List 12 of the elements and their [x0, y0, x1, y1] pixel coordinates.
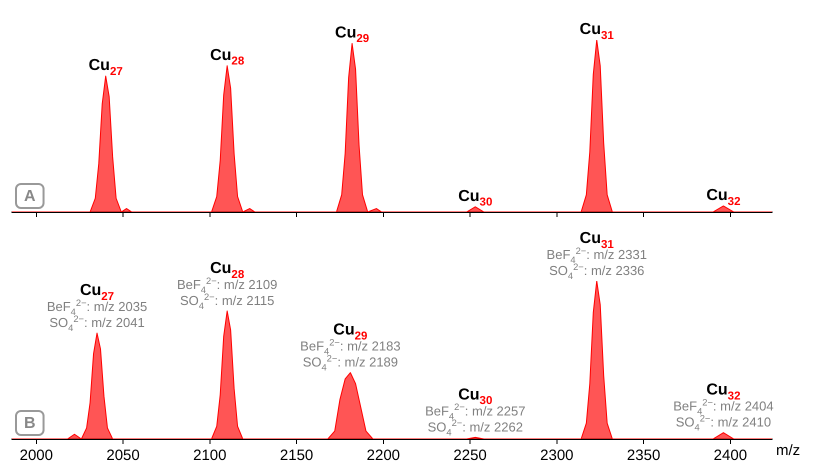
x-tick-label: 2200 — [366, 447, 400, 464]
x-tick-label: 2350 — [626, 447, 660, 464]
x-tick-label: 2100 — [193, 447, 226, 464]
x-tick-label: 2250 — [453, 447, 487, 464]
x-axis-title: m/z — [776, 442, 800, 460]
x-tick-label: 2000 — [20, 447, 53, 464]
x-tick-label: 2400 — [714, 447, 748, 464]
x-tick-label: 2050 — [106, 447, 140, 464]
x-tick-label: 2150 — [280, 447, 314, 464]
text: B — [24, 414, 36, 432]
x-tick-label: 2300 — [540, 447, 574, 464]
text: A — [24, 188, 36, 205]
